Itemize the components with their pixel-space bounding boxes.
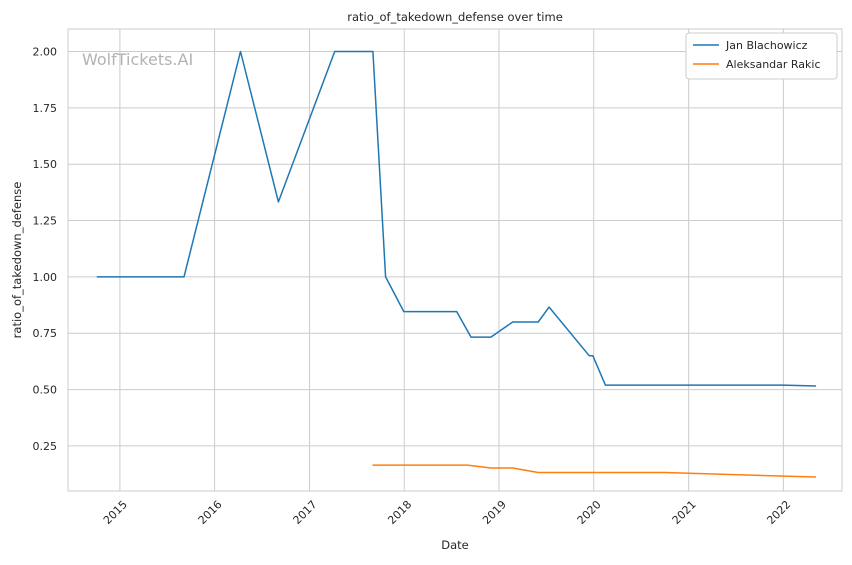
x-tick-label: 2017: [291, 498, 320, 527]
x-tick-label: 2016: [196, 498, 225, 527]
y-tick-label: 0.25: [33, 440, 58, 453]
x-tick-label: 2021: [670, 498, 699, 527]
plot-area: [67, 28, 843, 492]
series-line-aleksandar-rakic: [372, 464, 817, 478]
gridlines: [68, 29, 842, 491]
series-line-jan-blachowicz: [96, 50, 817, 387]
y-axis-label: ratio_of_takedown_defense: [10, 182, 24, 339]
chart-title: ratio_of_takedown_defense over time: [347, 10, 563, 24]
x-tick-label: 2018: [385, 498, 414, 527]
y-tick-label: 1.25: [33, 215, 58, 228]
y-tick-label: 1.50: [33, 158, 58, 171]
legend-label-jan-blachowicz: Jan Blachowicz: [725, 39, 808, 52]
legend-box: [685, 32, 838, 80]
y-tick-label: 1.75: [33, 102, 58, 115]
x-tick-label: 2019: [480, 498, 509, 527]
x-tick-label: 2020: [575, 498, 604, 527]
x-axis-ticks: 2015 2016 2017 2018 2019 2020 2021 2022: [101, 498, 793, 527]
legend-label-aleksandar-rakic: Aleksandar Rakic: [726, 58, 821, 71]
y-tick-label: 0.75: [33, 327, 58, 340]
x-tick-label: 2022: [764, 498, 793, 527]
series-layer: [96, 50, 817, 478]
watermark: WolfTickets.AI: [82, 50, 193, 69]
x-axis-label: Date: [441, 538, 469, 552]
y-tick-label: 2.00: [33, 46, 58, 59]
y-tick-label: 1.00: [33, 271, 58, 284]
x-tick-label: 2015: [101, 498, 130, 527]
legend: Jan Blachowicz Aleksandar Rakic: [685, 32, 838, 80]
y-tick-label: 0.50: [33, 384, 58, 397]
y-axis-ticks: 0.25 0.50 0.75 1.00 1.25 1.50 1.75 2.00: [33, 46, 58, 453]
